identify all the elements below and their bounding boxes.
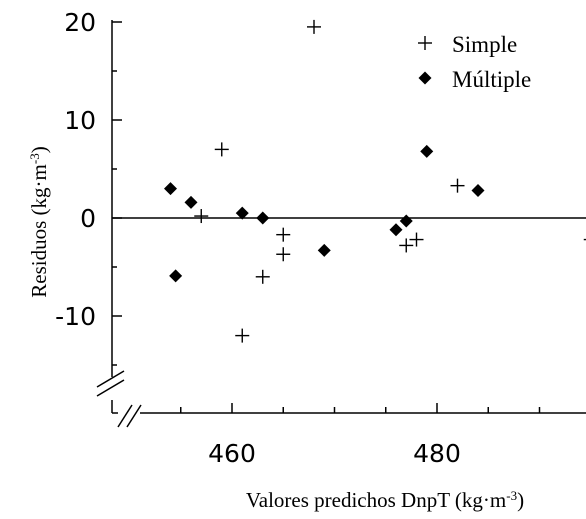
data-point-multiple xyxy=(256,211,270,225)
data-point-multiple xyxy=(184,195,198,209)
legend-multiple-label: Múltiple xyxy=(452,67,531,92)
data-point-multiple xyxy=(317,243,331,257)
data-point-multiple xyxy=(420,144,434,158)
x-axis-break-mark xyxy=(126,404,142,428)
y-axis-break-mark xyxy=(96,379,125,397)
data-point-multiple xyxy=(471,184,485,198)
x-tick-label: 480 xyxy=(413,439,461,468)
legend-plus-marker xyxy=(418,36,432,50)
data-point-simple xyxy=(276,247,291,262)
y-axis-break-mark xyxy=(96,370,125,388)
data-point-simple xyxy=(409,232,424,247)
data-point-multiple xyxy=(235,206,249,220)
data-point-simple xyxy=(450,178,465,193)
y-tick-label: 10 xyxy=(64,106,96,135)
legend-simple-marker xyxy=(418,36,432,50)
data-point-simple xyxy=(194,209,209,224)
data-point-simple xyxy=(307,19,321,34)
data-point-simple xyxy=(399,238,414,253)
x-tick-label: 460 xyxy=(208,439,256,468)
y-tick-label: 0 xyxy=(80,204,96,233)
data-point-multiple xyxy=(169,269,183,283)
data-point-simple xyxy=(255,269,270,284)
data-point-simple xyxy=(235,328,250,343)
legend-diamond-marker xyxy=(418,71,432,85)
data-point-multiple xyxy=(389,223,403,237)
y-tick-label: 20 xyxy=(64,8,96,37)
data-point-simple xyxy=(214,142,229,157)
legend: Simple Múltiple xyxy=(418,32,531,92)
data-point-multiple xyxy=(164,182,177,196)
legend-multiple-marker xyxy=(418,71,432,85)
x-axis-break-mark xyxy=(117,404,133,428)
data-point-simple xyxy=(276,227,291,242)
legend-simple-label: Simple xyxy=(452,32,517,57)
y-axis-title: Residuos (kg·m-3) xyxy=(27,146,52,297)
x-axis-title: Valores predichos DnpT (kg·m-3) xyxy=(246,488,524,513)
y-tick-label: -10 xyxy=(55,302,96,331)
data-point-multiple xyxy=(399,214,413,228)
